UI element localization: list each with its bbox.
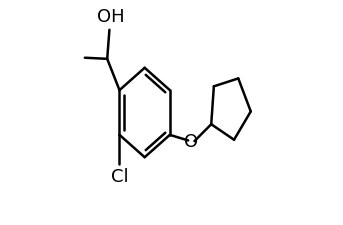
Text: O: O: [184, 133, 198, 151]
Text: Cl: Cl: [111, 168, 128, 186]
Text: OH: OH: [97, 9, 125, 27]
